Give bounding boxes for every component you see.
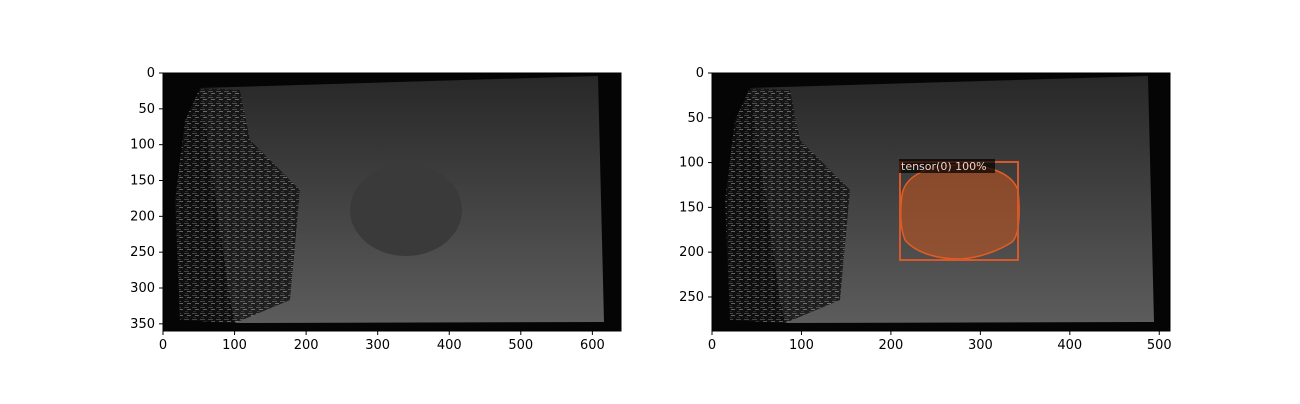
y-tick-label: 250 [130, 245, 155, 260]
y-tick-label: 250 [679, 290, 704, 305]
x-tick-label: 300 [968, 338, 993, 353]
x-tick-label: 500 [1147, 338, 1172, 353]
x-tick-label: 100 [222, 338, 247, 353]
x-tick-label: 0 [159, 338, 167, 353]
x-tick-label: 300 [365, 338, 390, 353]
left-axes-box [162, 72, 622, 332]
detection-label: tensor(0) 100% [901, 160, 987, 173]
x-tick-label: 400 [437, 338, 462, 353]
y-tick-label: 150 [130, 174, 155, 189]
y-tick-label: 50 [687, 111, 704, 126]
x-tick-label: 0 [708, 338, 716, 353]
detection-label-bg [899, 159, 995, 173]
detection-mask [900, 164, 1020, 260]
y-tick-label: 200 [679, 245, 704, 260]
x-tick-label: 400 [1057, 338, 1082, 353]
left-x-axis: 0 100 200 300 400 500 600 [159, 331, 605, 353]
y-tick-label: 350 [130, 317, 155, 332]
left-panel: 0 100 200 300 400 500 600 0 50 100 150 200 250 300 35… [130, 66, 622, 353]
y-tick-label: 0 [696, 66, 704, 81]
left-y-axis: 0 50 100 150 200 250 300 350 [130, 66, 163, 332]
x-tick-label: 600 [580, 338, 605, 353]
x-tick-label: 100 [789, 338, 814, 353]
left-object-blob [350, 164, 462, 256]
right-y-axis: 0 50 100 150 200 250 [679, 66, 712, 305]
y-tick-label: 150 [679, 200, 704, 215]
x-tick-label: 500 [508, 338, 533, 353]
left-noisy-edge [175, 88, 300, 323]
y-tick-label: 100 [130, 138, 155, 153]
y-tick-label: 100 [679, 156, 704, 171]
y-tick-label: 300 [130, 281, 155, 296]
right-noisy-edge [725, 88, 850, 323]
x-tick-label: 200 [878, 338, 903, 353]
right-panel: tensor(0) 100% 0 100 200 300 400 500 0 50 100 15… [679, 66, 1172, 353]
y-tick-label: 50 [138, 102, 155, 117]
right-x-axis: 0 100 200 300 400 500 [708, 331, 1172, 353]
y-tick-label: 200 [130, 209, 155, 224]
x-tick-label: 200 [294, 338, 319, 353]
right-axes-box [711, 72, 1171, 332]
y-tick-label: 0 [147, 66, 155, 81]
